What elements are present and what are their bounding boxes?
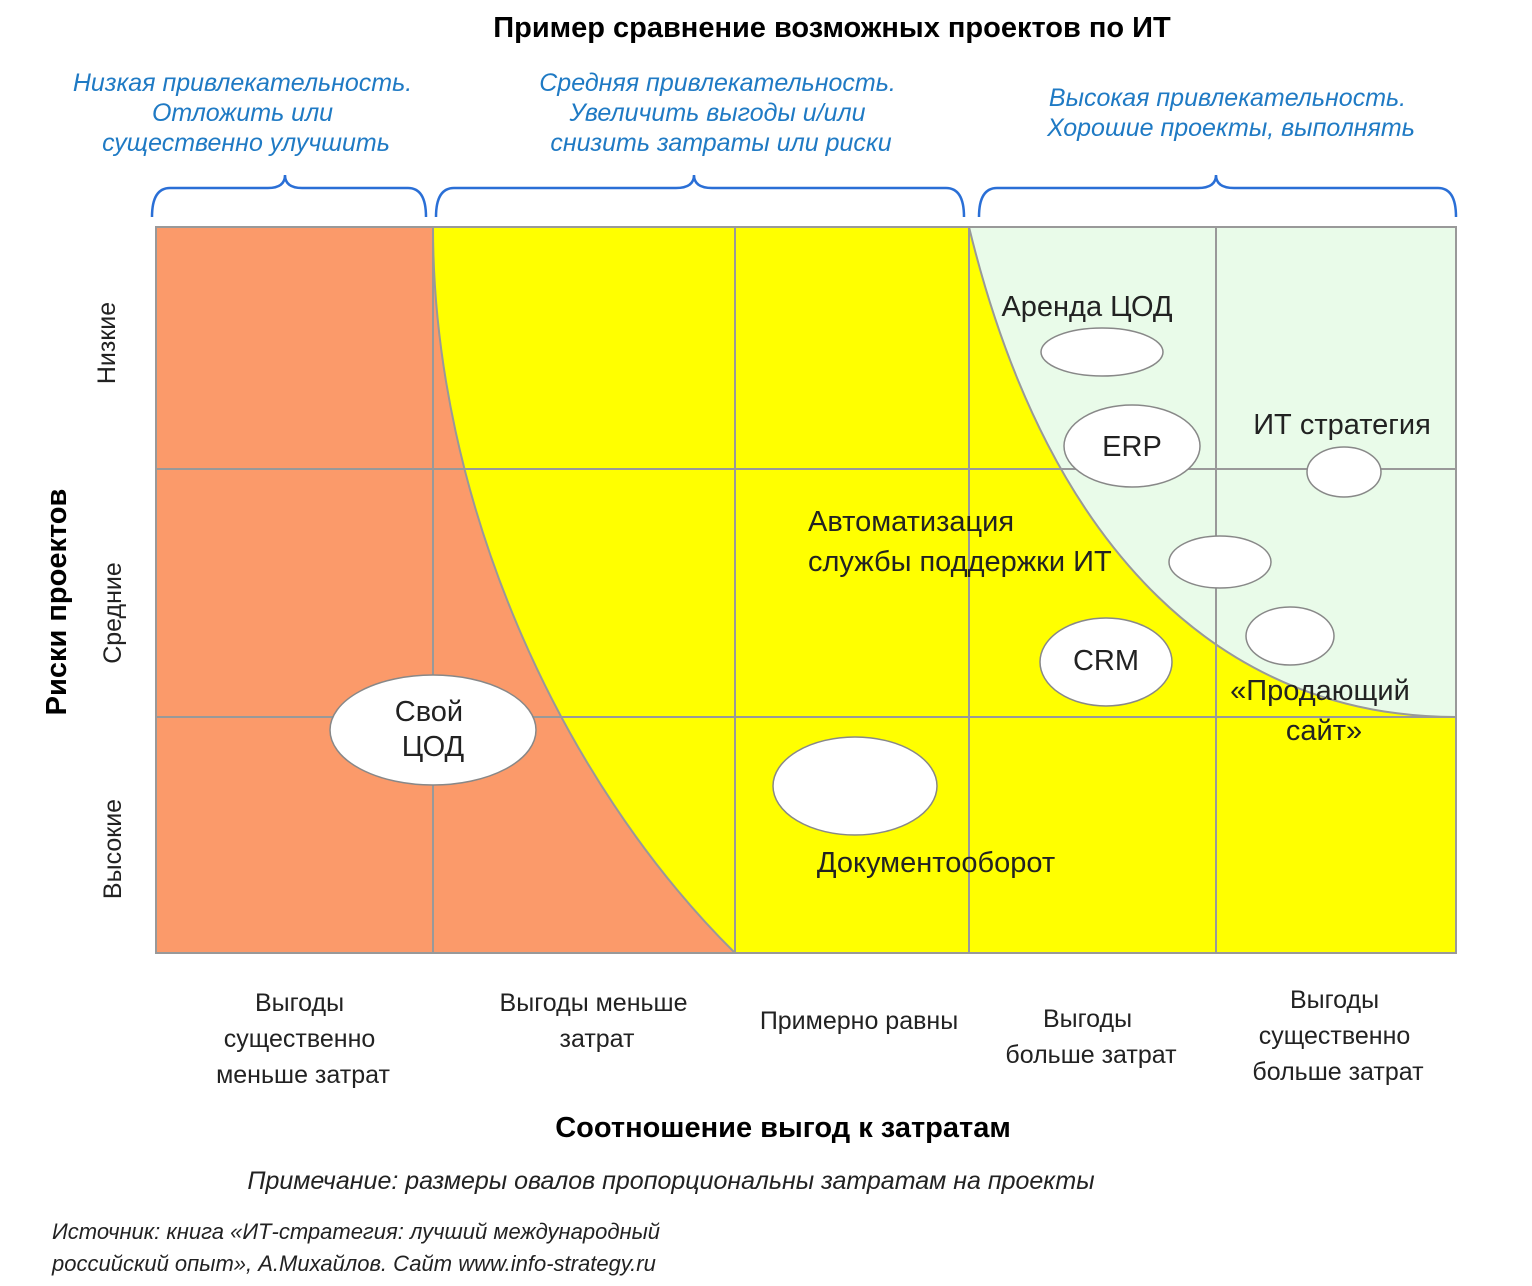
x-category-1: Выгоды существенно меньше затрат bbox=[216, 989, 390, 1089]
mid-high-boundary bbox=[968, 226, 1457, 718]
oval-erp bbox=[1063, 404, 1201, 488]
oval-it-strategy bbox=[1306, 446, 1382, 498]
project-labels: Аренда ЦОД ERP ИТ стратегия Автоматизаци… bbox=[395, 291, 1431, 879]
oval-arenda-tsod bbox=[1040, 327, 1164, 377]
zone-low-label: Низкая привлекательность. Отложить или с… bbox=[73, 69, 419, 157]
x-category-4: Выгоды больше затрат bbox=[1005, 1005, 1177, 1069]
project-label-selling-site: «Продающий сайт» bbox=[1230, 675, 1418, 747]
y-level-high: Высокие bbox=[99, 799, 127, 899]
source-text: Источник: книга «ИТ-стратегия: лучший ме… bbox=[51, 1219, 666, 1276]
y-level-low: Низкие bbox=[93, 302, 121, 384]
y-axis-title: Риски проектов bbox=[41, 489, 73, 716]
x-category-5: Выгоды существенно больше затрат bbox=[1252, 986, 1424, 1086]
low-mid-boundary bbox=[432, 226, 736, 954]
brace-low bbox=[150, 174, 428, 218]
project-label-crm: CRM bbox=[1073, 645, 1139, 677]
brace-high bbox=[977, 174, 1458, 218]
x-category-2: Выгоды меньше затрат bbox=[500, 989, 695, 1053]
matrix-grid bbox=[155, 226, 1457, 954]
x-category-3: Примерно равны bbox=[760, 1007, 958, 1035]
project-label-arenda-tsod: Аренда ЦОД bbox=[1001, 291, 1172, 323]
low-zone-fill bbox=[156, 227, 735, 953]
project-label-docflow: Документооборот bbox=[817, 847, 1055, 879]
project-label-erp: ERP bbox=[1102, 431, 1162, 463]
oval-docflow bbox=[772, 736, 938, 836]
x-axis-categories: Выгоды существенно меньше затрат Выгоды … bbox=[216, 986, 1424, 1089]
brace-mid bbox=[434, 174, 966, 218]
zone-mid-label: Средняя привлекательность. Увеличить выг… bbox=[539, 69, 902, 157]
y-level-mid: Средние bbox=[99, 562, 127, 664]
zone-high-label: Высокая привлекательность. Хорошие проек… bbox=[1046, 84, 1415, 142]
oval-selling-site bbox=[1245, 606, 1335, 666]
note-text: Примечание: размеры овалов пропорциональ… bbox=[247, 1167, 1094, 1195]
x-axis-title: Соотношение выгод к затратам bbox=[555, 1112, 1011, 1144]
project-label-service-desk: Автоматизация службы поддержки ИТ bbox=[808, 506, 1112, 578]
chart-title: Пример сравнение возможных проектов по И… bbox=[493, 12, 1171, 44]
oval-own-tsod bbox=[329, 674, 537, 786]
zone-braces bbox=[150, 174, 1458, 218]
oval-crm bbox=[1039, 617, 1173, 707]
project-label-it-strategy: ИТ стратегия bbox=[1253, 409, 1431, 441]
project-label-own-tsod: Свой ЦОД bbox=[395, 696, 471, 763]
oval-service-desk bbox=[1168, 535, 1272, 589]
project-ovals bbox=[329, 327, 1382, 836]
